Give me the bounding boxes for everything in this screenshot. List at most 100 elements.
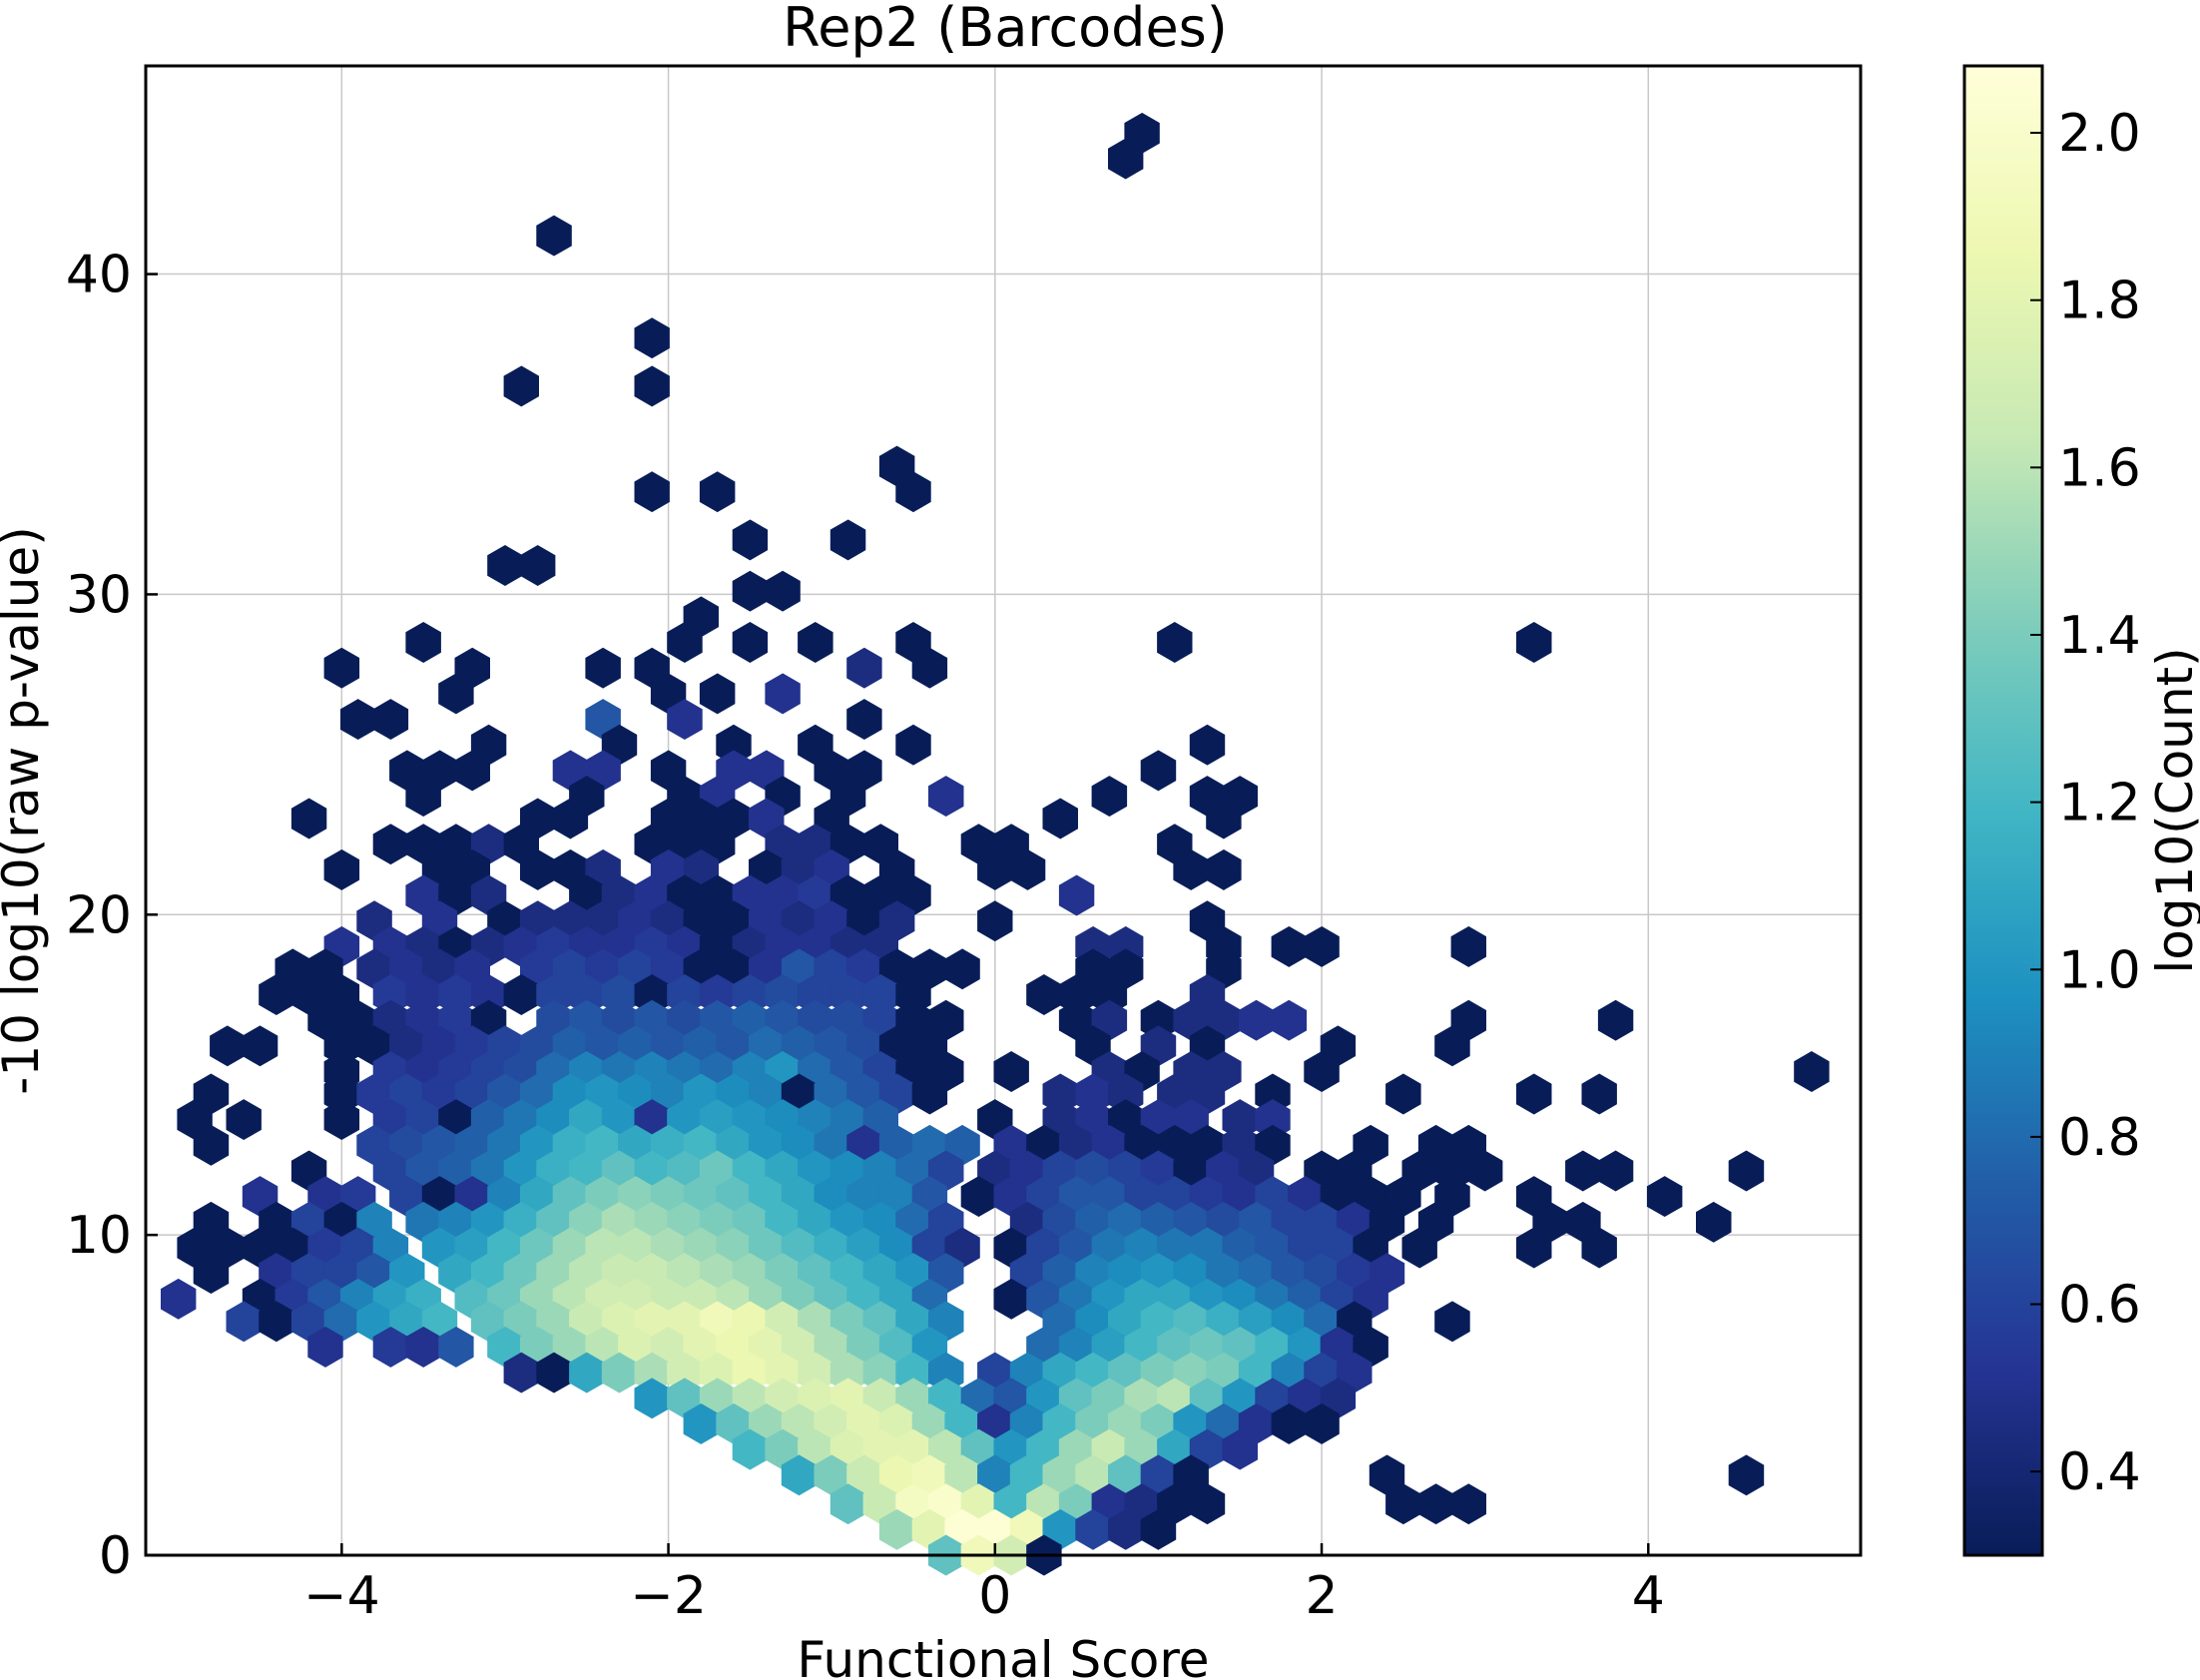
hexbin-cell — [438, 673, 474, 715]
hexbin-cell — [846, 647, 882, 689]
hexbin-cell — [1206, 798, 1242, 840]
hexbin-cell — [1385, 1073, 1421, 1115]
hexbin-cell — [1467, 1150, 1503, 1192]
hexbin-cell — [552, 798, 589, 840]
hexbin-cell — [1140, 750, 1177, 792]
colorbar-ticks: 0.4 0.6 0.8 1.0 1.2 1.4 1.6 1.8 2.0 — [2030, 104, 2141, 1502]
hexbin-cell — [1696, 1201, 1732, 1243]
hexbin-cell — [1581, 1227, 1617, 1269]
y-tick-label: 0 — [99, 1526, 132, 1586]
hexbin-cell — [765, 673, 801, 715]
hexbin-cell — [193, 1253, 230, 1295]
plot-area — [144, 64, 1863, 1576]
hexbin-cell — [667, 622, 703, 663]
hexbin-cell — [732, 622, 769, 663]
hexbin-cell — [928, 776, 964, 818]
hexbin-cell — [1516, 622, 1552, 663]
hexbin-cell — [1222, 1428, 1258, 1470]
hexbin-cell — [1450, 925, 1486, 967]
hexbin-cell — [895, 724, 931, 766]
x-axis-label: Functional Score — [797, 1631, 1209, 1680]
hexbin-cell — [1189, 724, 1226, 766]
hexbin-cell — [323, 1099, 360, 1141]
hexbin-cell — [1140, 1508, 1177, 1550]
y-tick-label: 40 — [66, 246, 132, 305]
hexbin-cell — [1304, 925, 1340, 967]
hexbin-cell — [1794, 1051, 1830, 1092]
hexbin-cell — [454, 750, 491, 792]
chart-title: Rep2 (Barcodes) — [783, 0, 1228, 59]
hexbin-cell — [944, 948, 980, 990]
hexbin-cell — [1091, 776, 1128, 818]
hexbin-cell — [1581, 1073, 1617, 1115]
hexbin-cell — [1597, 1150, 1634, 1192]
hexbin-cell — [1597, 999, 1634, 1041]
hexbin-cell — [503, 365, 539, 407]
colorbar-tick-label: 0.6 — [2058, 1276, 2141, 1336]
hexbin-cell — [1304, 1402, 1340, 1444]
hexbin-cell — [242, 1025, 278, 1067]
hexbin-cell — [323, 647, 360, 689]
hexbin-cell — [307, 1326, 343, 1368]
x-tick-label: 2 — [1306, 1566, 1339, 1626]
colorbar-label: log10(Count) — [2146, 647, 2200, 973]
hexbin-cell — [1206, 848, 1242, 890]
hexbin-cell — [323, 848, 360, 890]
colorbar-tick-label: 2.0 — [2058, 104, 2141, 164]
hexbin-cell — [911, 1073, 948, 1115]
y-tick-label: 30 — [66, 565, 132, 625]
hexbin-cell — [829, 519, 866, 561]
hexbin-cell — [1434, 1301, 1470, 1343]
hexbin-cell — [1434, 1025, 1470, 1067]
hexbin-cell — [585, 647, 621, 689]
y-tick-label: 10 — [66, 1206, 132, 1266]
hexbin-cell — [798, 622, 833, 663]
x-axis: −4 −2 0 2 4 — [303, 1543, 1665, 1626]
hexbin-cell — [520, 545, 556, 586]
hexbin-cell — [699, 471, 736, 513]
x-tick-label: 4 — [1632, 1566, 1665, 1626]
hexbin-cell — [911, 647, 948, 689]
hexbin-cell — [1271, 999, 1308, 1041]
hexbin-cell — [634, 317, 670, 359]
colorbar-tick-label: 1.2 — [2058, 774, 2141, 834]
hexbin-cell — [1124, 112, 1160, 154]
hexbin-cell — [1189, 1483, 1226, 1525]
hexbin-cell — [226, 1099, 262, 1141]
hexbin-cell — [993, 1051, 1029, 1092]
hexbin-cell — [1646, 1176, 1683, 1218]
x-tick-label: −2 — [630, 1566, 707, 1626]
hexbin-cell — [977, 900, 1013, 942]
hexbin-cell — [1516, 1227, 1552, 1269]
hexbin-cell — [290, 798, 327, 840]
hexbin-cell — [160, 1278, 197, 1320]
hexbin-cell — [846, 699, 882, 741]
hexbin-cell — [536, 215, 572, 257]
hexbin-cell — [1009, 848, 1046, 890]
hexbin-cell — [634, 365, 670, 407]
hexbin-cell — [895, 471, 931, 513]
hexbin-cell — [372, 699, 409, 741]
hexbin-cell — [1042, 798, 1078, 840]
hexbin-cell — [193, 1124, 230, 1166]
colorbar-tick-label: 1.6 — [2058, 438, 2141, 498]
hexbin-cell — [1157, 622, 1193, 663]
hexbin-cell — [405, 622, 441, 663]
hexbin-cell — [667, 699, 703, 741]
y-axis: 0 10 20 30 40 — [66, 246, 158, 1586]
colorbar-tick-label: 0.8 — [2058, 1108, 2141, 1168]
hexbin-cell — [732, 519, 769, 561]
hexbin-cell — [1516, 1073, 1552, 1115]
hexbin-cell — [1728, 1150, 1765, 1192]
plot-frame — [144, 64, 1863, 1557]
y-axis-label: -10 log10(raw p-value) — [0, 526, 50, 1094]
colorbar-gradient — [1962, 64, 2044, 1557]
colorbar: 0.4 0.6 0.8 1.0 1.2 1.4 1.6 1.8 2.0 log10(Count) — [1962, 64, 2200, 1557]
hexbin-cell — [405, 776, 441, 818]
colorbar-tick-label: 0.4 — [2058, 1442, 2141, 1502]
hexbin-cell — [765, 570, 801, 612]
colorbar-tick-label: 1.4 — [2058, 606, 2141, 666]
hexbin-cell — [634, 471, 670, 513]
colorbar-tick-label: 1.8 — [2058, 272, 2141, 331]
